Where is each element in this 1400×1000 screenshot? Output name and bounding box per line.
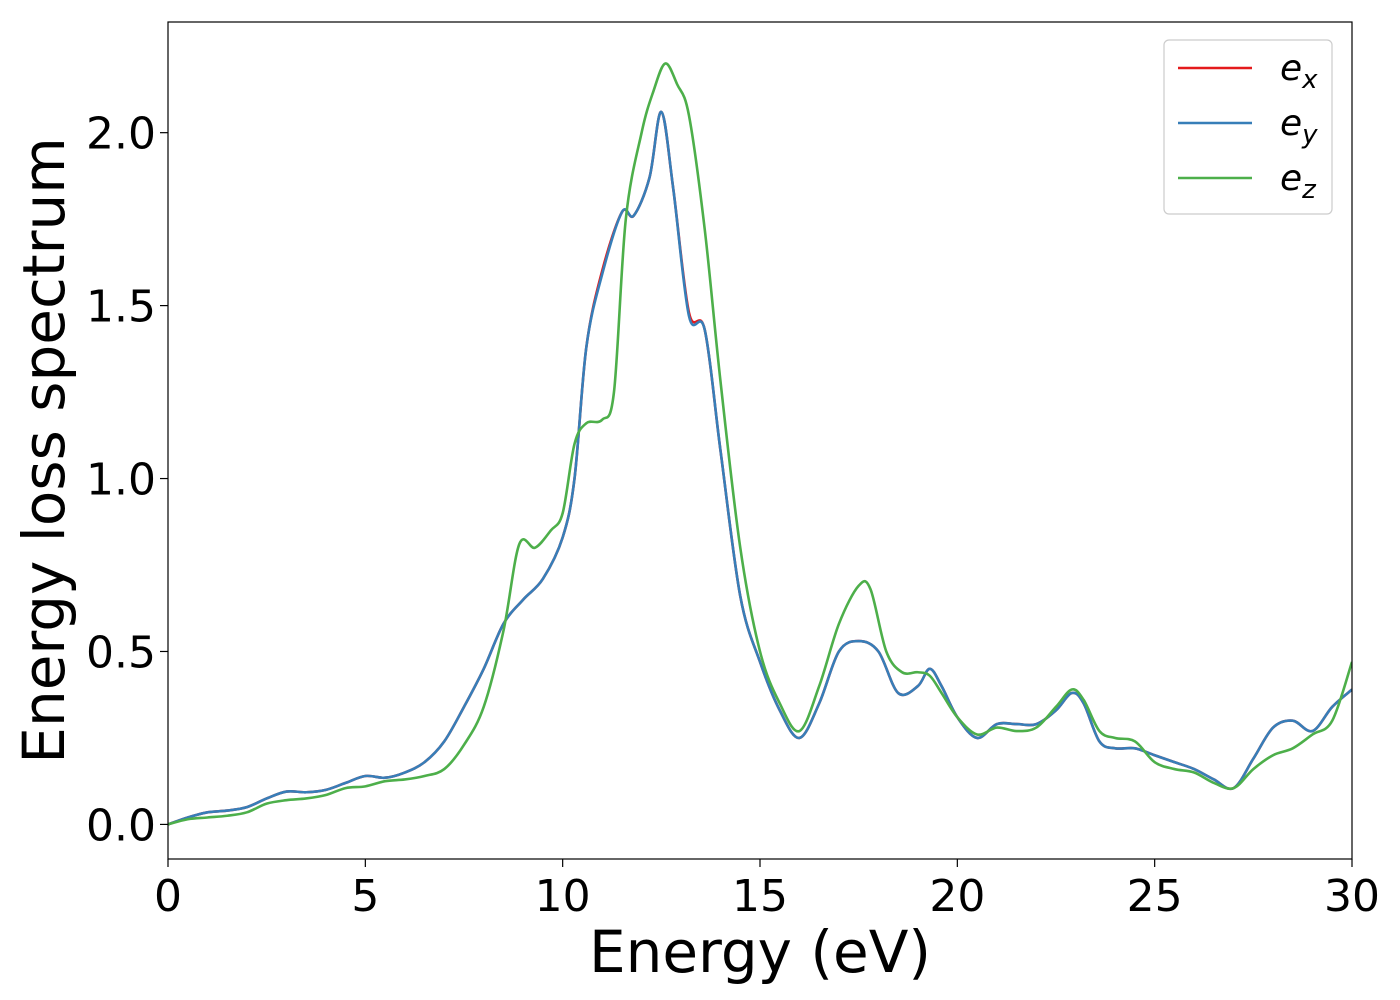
x-tick-label: 20 xyxy=(929,871,985,922)
x-tick-label: 10 xyxy=(535,871,591,922)
y-tick-label: 0.0 xyxy=(86,800,156,851)
x-tick-label: 5 xyxy=(351,871,379,922)
y-tick-label: 1.5 xyxy=(86,282,156,333)
series-line-z xyxy=(168,62,1352,826)
legend: ex ey ez xyxy=(1163,39,1333,215)
legend-label-z: ez xyxy=(1280,158,1317,205)
x-axis: 0 5 10 15 20 25 30 xyxy=(154,859,1380,922)
legend-label-y: ey xyxy=(1280,103,1318,150)
x-tick-label: 0 xyxy=(154,871,182,922)
y-axis-label: Energy loss spectrum xyxy=(10,137,78,763)
x-axis-label: Energy (eV) xyxy=(589,918,931,986)
y-tick-label: 0.5 xyxy=(86,627,156,678)
x-tick-label: 30 xyxy=(1324,871,1380,922)
y-tick-label: 1.0 xyxy=(86,455,156,506)
legend-box xyxy=(1163,39,1333,215)
x-tick-label: 15 xyxy=(732,871,788,922)
legend-label-x: ex xyxy=(1280,48,1318,95)
series-line-y xyxy=(168,110,1352,826)
y-tick-label: 2.0 xyxy=(86,109,156,160)
y-axis: 0.0 0.5 1.0 1.5 2.0 xyxy=(86,109,168,851)
plot-area xyxy=(167,21,1353,860)
x-tick-label: 25 xyxy=(1127,871,1183,922)
